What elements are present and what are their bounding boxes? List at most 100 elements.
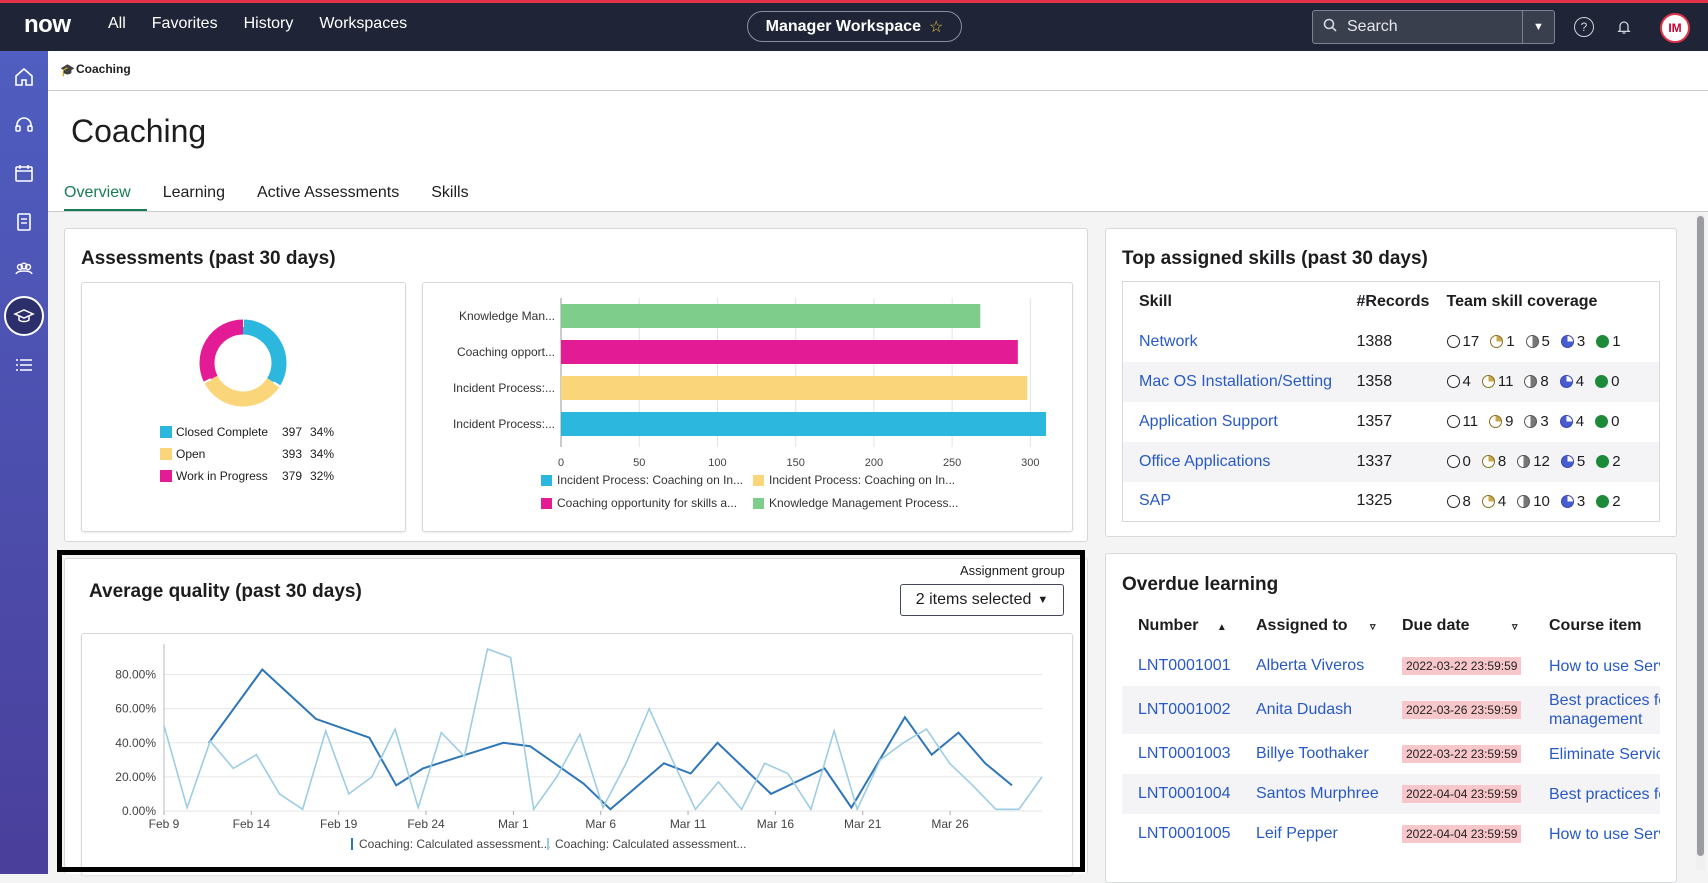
nav-history[interactable]: History bbox=[243, 15, 294, 32]
donut-legend-item[interactable]: Closed Complete 397 34% bbox=[160, 425, 334, 439]
graduation-cap-icon: 🎓 bbox=[60, 63, 75, 77]
bar-legend-item[interactable]: Knowledge Management Process... bbox=[753, 496, 958, 510]
skill-link[interactable]: SAP bbox=[1139, 492, 1172, 510]
col-skill[interactable]: Skill bbox=[1139, 292, 1172, 310]
tab-active-assessments[interactable]: Active Assessments bbox=[256, 184, 400, 201]
course-link[interactable]: Eliminate Servic bbox=[1549, 745, 1660, 763]
col-course[interactable]: Course item bbox=[1549, 617, 1642, 634]
tab-skills[interactable]: Skills bbox=[431, 184, 469, 201]
star-icon[interactable]: ☆ bbox=[928, 18, 944, 36]
bar-legend-item[interactable]: Incident Process: Coaching on In... bbox=[541, 473, 743, 487]
coverage-count: 10 bbox=[1533, 492, 1550, 510]
list-icon[interactable] bbox=[10, 351, 38, 379]
assignee-link[interactable]: Leif Pepper bbox=[1256, 825, 1338, 842]
coverage-count: 5 bbox=[1576, 453, 1586, 470]
home-icon[interactable] bbox=[10, 63, 38, 91]
now-logo[interactable]: now bbox=[24, 11, 71, 38]
bar[interactable] bbox=[561, 304, 981, 328]
bell-icon[interactable] bbox=[1614, 17, 1634, 37]
x-tick-label: Mar 1 bbox=[498, 817, 529, 831]
col-number[interactable]: Number ▲ bbox=[1122, 606, 1240, 646]
coverage-count: 0 bbox=[1611, 373, 1620, 390]
nav-favorites[interactable]: Favorites bbox=[151, 15, 218, 32]
table-row: LNT0001005 Leif Pepper 2022-04-04 23:59:59… bbox=[1122, 814, 1660, 854]
search-scope-dropdown[interactable]: ▼ bbox=[1522, 11, 1554, 43]
assignee-link[interactable]: Anita Dudash bbox=[1256, 701, 1353, 718]
due-date-badge: 2022-03-26 23:59:59 bbox=[1402, 701, 1522, 719]
filter-icon[interactable]: ▿ bbox=[1512, 621, 1518, 633]
assignee-link[interactable]: Santos Murphree bbox=[1256, 785, 1379, 802]
headset-icon[interactable] bbox=[10, 111, 38, 139]
clipboard-icon[interactable] bbox=[10, 207, 38, 235]
skill-link[interactable]: Mac OS Installation/Setting bbox=[1139, 372, 1332, 390]
average-quality-title: Average quality (past 30 days) bbox=[89, 581, 362, 602]
quarter-circle-icon bbox=[1489, 415, 1503, 428]
bar[interactable] bbox=[561, 340, 1018, 364]
coaching-icon[interactable] bbox=[4, 296, 44, 336]
bar-legend-item[interactable]: Incident Process: Coaching on In... bbox=[753, 473, 955, 487]
donut-legend-item[interactable]: Open 393 34% bbox=[160, 447, 334, 461]
learning-number-link[interactable]: LNT0001003 bbox=[1138, 745, 1231, 762]
col-records[interactable]: #Records bbox=[1356, 292, 1430, 310]
legend-percent: 32% bbox=[310, 469, 335, 483]
tab-overview[interactable]: Overview bbox=[64, 184, 147, 211]
col-due[interactable]: Due date ▿ bbox=[1386, 606, 1533, 646]
assignment-group-dropdown[interactable]: 2 items selected ▼ bbox=[900, 584, 1064, 616]
number-cell: LNT0001003 bbox=[1122, 734, 1240, 774]
col-coverage[interactable]: Team skill coverage bbox=[1446, 292, 1598, 310]
assigned-cell: Santos Murphree bbox=[1240, 774, 1386, 814]
learning-number-link[interactable]: LNT0001001 bbox=[1138, 657, 1231, 674]
skill-link[interactable]: Network bbox=[1139, 332, 1198, 350]
donut-slice-1[interactable] bbox=[204, 375, 280, 407]
assignee-link[interactable]: Billye Toothaker bbox=[1256, 745, 1369, 762]
donut-legend-item[interactable]: Work in Progress 379 32% bbox=[160, 469, 334, 483]
skill-link[interactable]: Office Applications bbox=[1139, 452, 1271, 470]
page-scrollbar[interactable] bbox=[1696, 214, 1705, 870]
line-series-0[interactable] bbox=[207, 668, 1013, 811]
course-link[interactable]: How to use Serv bbox=[1549, 825, 1660, 843]
global-search[interactable]: Search ▼ bbox=[1312, 10, 1555, 44]
table-row: LNT0001004 Santos Murphree 2022-04-04 23:5… bbox=[1122, 774, 1660, 814]
legend-count: 393 bbox=[282, 447, 303, 461]
coverage-count: 0 bbox=[1611, 413, 1620, 430]
course-link[interactable]: Best practices fo management bbox=[1549, 692, 1660, 728]
bar-legend-item[interactable]: Coaching opportunity for skills a... bbox=[541, 496, 737, 510]
three-quarter-circle-icon bbox=[1559, 375, 1573, 388]
line-legend-label[interactable]: Coaching: Calculated assessment... bbox=[555, 837, 746, 851]
sort-up-icon[interactable]: ▲ bbox=[1216, 622, 1227, 633]
bar[interactable] bbox=[561, 376, 1028, 400]
nav-all[interactable]: All bbox=[108, 15, 126, 32]
breadcrumb: 🎓 Coaching bbox=[48, 51, 1708, 91]
scrollbar-thumb[interactable] bbox=[1697, 216, 1704, 856]
learning-number-link[interactable]: LNT0001005 bbox=[1138, 825, 1231, 842]
legend-label: Open bbox=[176, 447, 206, 461]
x-tick-label: Mar 26 bbox=[931, 817, 969, 831]
bar[interactable] bbox=[561, 412, 1046, 436]
donut-slice-2[interactable] bbox=[199, 319, 244, 383]
line-series-1[interactable] bbox=[163, 647, 1043, 812]
workspace-selector[interactable]: Manager Workspace ☆ bbox=[747, 11, 962, 42]
skill-cell: Network bbox=[1123, 322, 1341, 362]
legend-swatch bbox=[160, 448, 172, 460]
nav-workspaces[interactable]: Workspaces bbox=[319, 15, 408, 32]
assignee-link[interactable]: Alberta Viveros bbox=[1256, 657, 1365, 674]
course-link[interactable]: Best practices fo bbox=[1549, 785, 1660, 803]
help-icon[interactable]: ? bbox=[1574, 17, 1594, 37]
donut-slice-0[interactable] bbox=[242, 319, 287, 387]
team-icon[interactable] bbox=[10, 255, 38, 283]
line-legend-label[interactable]: Coaching: Calculated assessment... bbox=[359, 837, 550, 851]
course-link[interactable]: How to use Serv bbox=[1549, 657, 1660, 675]
col-assigned[interactable]: Assigned to ▿ bbox=[1240, 606, 1386, 646]
skill-link[interactable]: Application Support bbox=[1139, 412, 1278, 430]
due-cell: 2022-04-04 23:59:59 bbox=[1386, 814, 1533, 854]
filter-icon[interactable]: ▿ bbox=[1370, 621, 1376, 633]
breadcrumb-coaching[interactable]: Coaching bbox=[76, 62, 131, 76]
search-input[interactable]: Search bbox=[1347, 18, 1398, 35]
coverage-indicators: 0 8 12 5 2 bbox=[1446, 453, 1659, 470]
calendar-icon[interactable] bbox=[10, 159, 38, 187]
legend-label: Coaching opportunity for skills a... bbox=[557, 496, 738, 510]
tab-learning[interactable]: Learning bbox=[162, 184, 225, 201]
avatar[interactable]: IM bbox=[1660, 13, 1690, 43]
learning-number-link[interactable]: LNT0001002 bbox=[1138, 701, 1231, 718]
learning-number-link[interactable]: LNT0001004 bbox=[1138, 785, 1231, 802]
